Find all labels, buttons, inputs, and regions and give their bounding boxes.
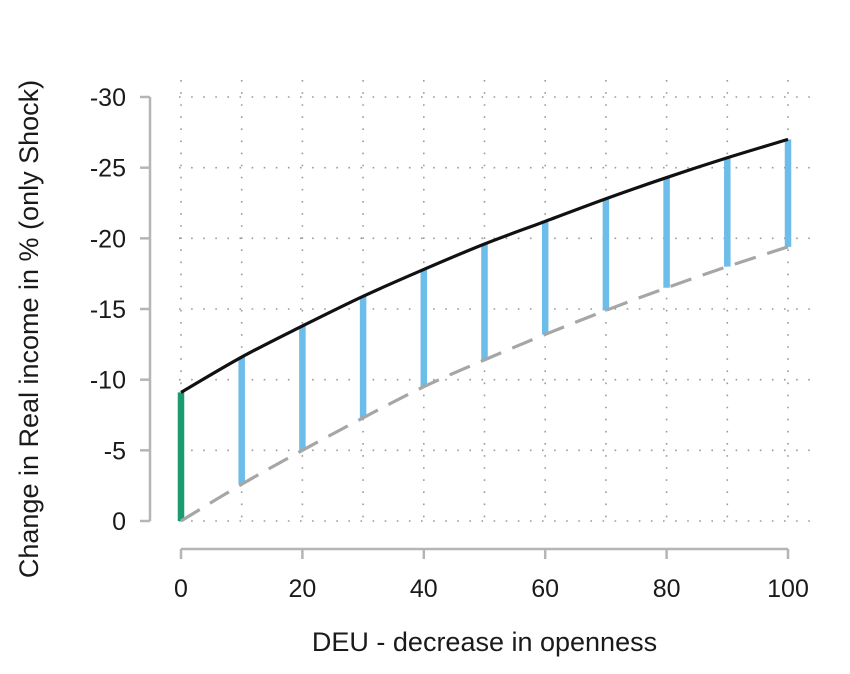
y-tick-label: -20 [90, 225, 126, 253]
tick-labels: 0 -5 -10 -15 -20 -25 -30 0 20 40 60 80 100 [90, 84, 809, 603]
series-line-dashed [180, 245, 789, 523]
x-tick-label: 60 [531, 575, 559, 603]
interval-bars [177, 139, 792, 521]
x-tick-label: 40 [410, 575, 438, 603]
x-tick-label: 0 [174, 575, 188, 603]
x-tick-label: 80 [653, 575, 681, 603]
grid [179, 80, 818, 527]
series-lines [180, 137, 789, 523]
y-tick-label: -25 [90, 155, 126, 183]
y-tick-label: -5 [104, 437, 126, 465]
x-tick-label: 100 [767, 575, 809, 603]
x-axis-title: DEU - decrease in openness [312, 627, 657, 657]
y-tick-label: -15 [90, 296, 126, 324]
axes [140, 95, 790, 559]
y-tick-label: 0 [112, 508, 126, 536]
y-tick-label: -30 [90, 84, 126, 112]
series-line-solid [180, 137, 789, 394]
y-tick-label: -10 [90, 367, 126, 395]
y-axis-title: Change in Real income in % (only Shock) [14, 80, 44, 578]
x-tick-label: 20 [288, 575, 316, 603]
